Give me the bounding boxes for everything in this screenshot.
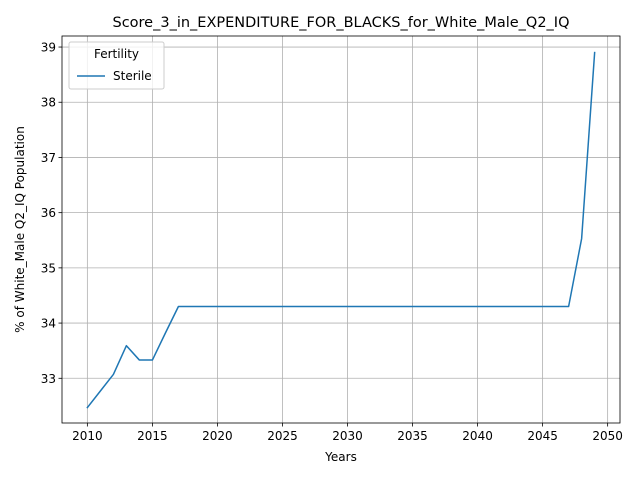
legend: Fertility Sterile [69, 42, 164, 89]
x-axis: 2010 2015 2020 2025 2030 2035 2040 2045 2050 [72, 423, 623, 443]
x-tick-label-2035: 2035 [397, 429, 428, 443]
y-tick-label-36: 36 [41, 206, 56, 220]
y-tick-label-37: 37 [41, 151, 56, 165]
plot-frame [62, 36, 620, 423]
y-tick-label-35: 35 [41, 261, 56, 275]
grid-lines [62, 36, 620, 423]
legend-entry-sterile: Sterile [113, 69, 152, 83]
y-tick-label-34: 34 [41, 317, 56, 331]
y-tick-label-38: 38 [41, 96, 56, 110]
x-tick-label-2015: 2015 [137, 429, 168, 443]
x-tick-label-2045: 2045 [527, 429, 558, 443]
x-axis-label: Years [324, 450, 357, 464]
x-tick-label-2050: 2050 [592, 429, 623, 443]
y-axis: 33 34 35 36 37 38 39 [41, 41, 62, 386]
chart-title: Score_3_in_EXPENDITURE_FOR_BLACKS_for_Wh… [112, 15, 569, 31]
y-axis-label: % of White_Male Q2_IQ Population [13, 126, 27, 333]
series-layer [87, 53, 594, 408]
y-tick-label-33: 33 [41, 372, 56, 386]
series-line-sterile [87, 53, 594, 408]
x-tick-label-2010: 2010 [72, 429, 103, 443]
legend-title: Fertility [94, 47, 139, 61]
x-tick-label-2030: 2030 [332, 429, 363, 443]
x-tick-label-2020: 2020 [202, 429, 233, 443]
x-tick-label-2040: 2040 [462, 429, 493, 443]
y-tick-label-39: 39 [41, 41, 56, 55]
x-tick-label-2025: 2025 [267, 429, 298, 443]
